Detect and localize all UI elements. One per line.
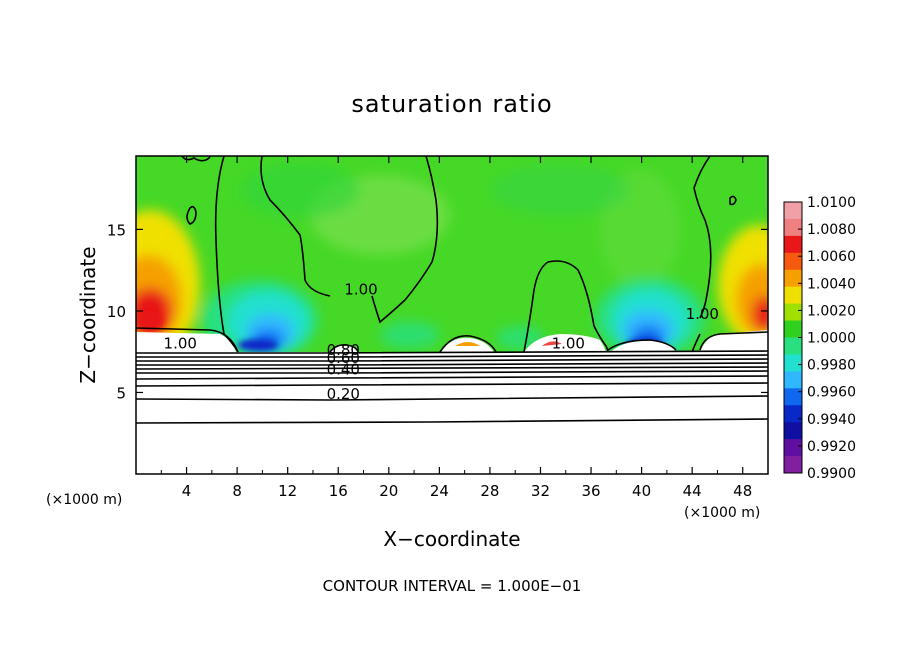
contour-label: 0.60	[327, 349, 360, 367]
x-tick-label: 20	[379, 482, 398, 500]
contour-label: 1.00	[344, 281, 377, 299]
colorbar-swatch	[784, 456, 802, 474]
heatmap-field	[136, 156, 768, 474]
colorbar-label: 1.0080	[807, 222, 856, 238]
colorbar-swatch	[784, 286, 802, 305]
x-axis-unit-left: (×1000 m)	[46, 492, 122, 508]
colorbar-label: 1.0020	[807, 303, 856, 319]
contour-label: 0.40	[327, 361, 360, 379]
x-axis-unit-right: (×1000 m)	[684, 505, 760, 521]
colorbar-swatch	[784, 337, 802, 355]
colorbar-swatch	[784, 252, 802, 271]
chart-title: saturation ratio	[351, 90, 552, 118]
y-tick-label: 5	[116, 384, 126, 402]
y-axis-ticks: 5 10 15	[107, 221, 768, 402]
contour-labels: 1.00 1.00 1.00 1.00 0.800.600.40 0.20	[164, 281, 719, 403]
colorbar-label: 0.9940	[807, 412, 856, 428]
contour-label: 0.20	[327, 385, 360, 403]
colorbar-swatch	[784, 439, 802, 457]
y-axis-label: Z−coordinate	[76, 246, 100, 383]
colorbar-label: 1.0000	[807, 331, 856, 347]
x-tick-label: 12	[278, 482, 297, 500]
colorbar-swatch	[784, 202, 802, 220]
x-tick-label: 32	[531, 482, 550, 500]
colorbar-label: 0.9900	[807, 466, 856, 482]
colorbar-swatch	[784, 235, 802, 254]
x-tick-label: 40	[632, 482, 651, 500]
x-tick-label: 8	[232, 482, 242, 500]
x-tick-label: 4	[182, 482, 192, 500]
colorbar-label: 1.0040	[807, 276, 856, 292]
y-tick-label: 10	[107, 303, 126, 321]
contour-label: 1.00	[552, 334, 585, 352]
colorbar: 1.0100 1.0080 1.0060 1.0040 1.0020 1.0000 0.99…	[783, 195, 856, 482]
x-tick-label: 48	[733, 482, 752, 500]
x-tick-label: 24	[430, 482, 449, 500]
x-tick-label: 44	[683, 482, 702, 500]
contour-label: 1.00	[686, 305, 719, 323]
contour-label: 0.80	[327, 341, 360, 359]
colorbar-label: 0.9980	[807, 358, 856, 374]
colorbar-label: 1.0060	[807, 249, 856, 265]
colorbar-swatch	[784, 388, 802, 406]
x-axis-label: X−coordinate	[383, 527, 520, 551]
colorbar-label: 0.9920	[807, 439, 856, 455]
x-tick-label: 28	[480, 482, 499, 500]
x-tick-label: 36	[581, 482, 600, 500]
contour-lines	[136, 156, 768, 424]
colorbar-swatch	[784, 405, 802, 423]
colorbar-swatch	[784, 320, 802, 338]
colorbar-swatch	[784, 218, 802, 237]
x-axis-ticks: 4 8 12 16 20 24 28 32 36 40 44 48	[160, 156, 752, 500]
contour-interval-note: CONTOUR INTERVAL = 1.000E−01	[323, 577, 582, 595]
colorbar-swatch	[784, 354, 802, 372]
x-tick-label: 16	[329, 482, 348, 500]
colorbar-swatch	[784, 269, 802, 288]
contour-label: 1.00	[164, 334, 197, 352]
colorbar-label: 0.9960	[807, 385, 856, 401]
plot-frame	[135, 155, 769, 475]
y-tick-label: 15	[107, 221, 126, 239]
colorbar-label: 1.0100	[807, 195, 856, 211]
colorbar-swatch	[784, 371, 802, 389]
colorbar-swatch	[784, 303, 802, 322]
colorbar-swatch	[784, 422, 802, 440]
